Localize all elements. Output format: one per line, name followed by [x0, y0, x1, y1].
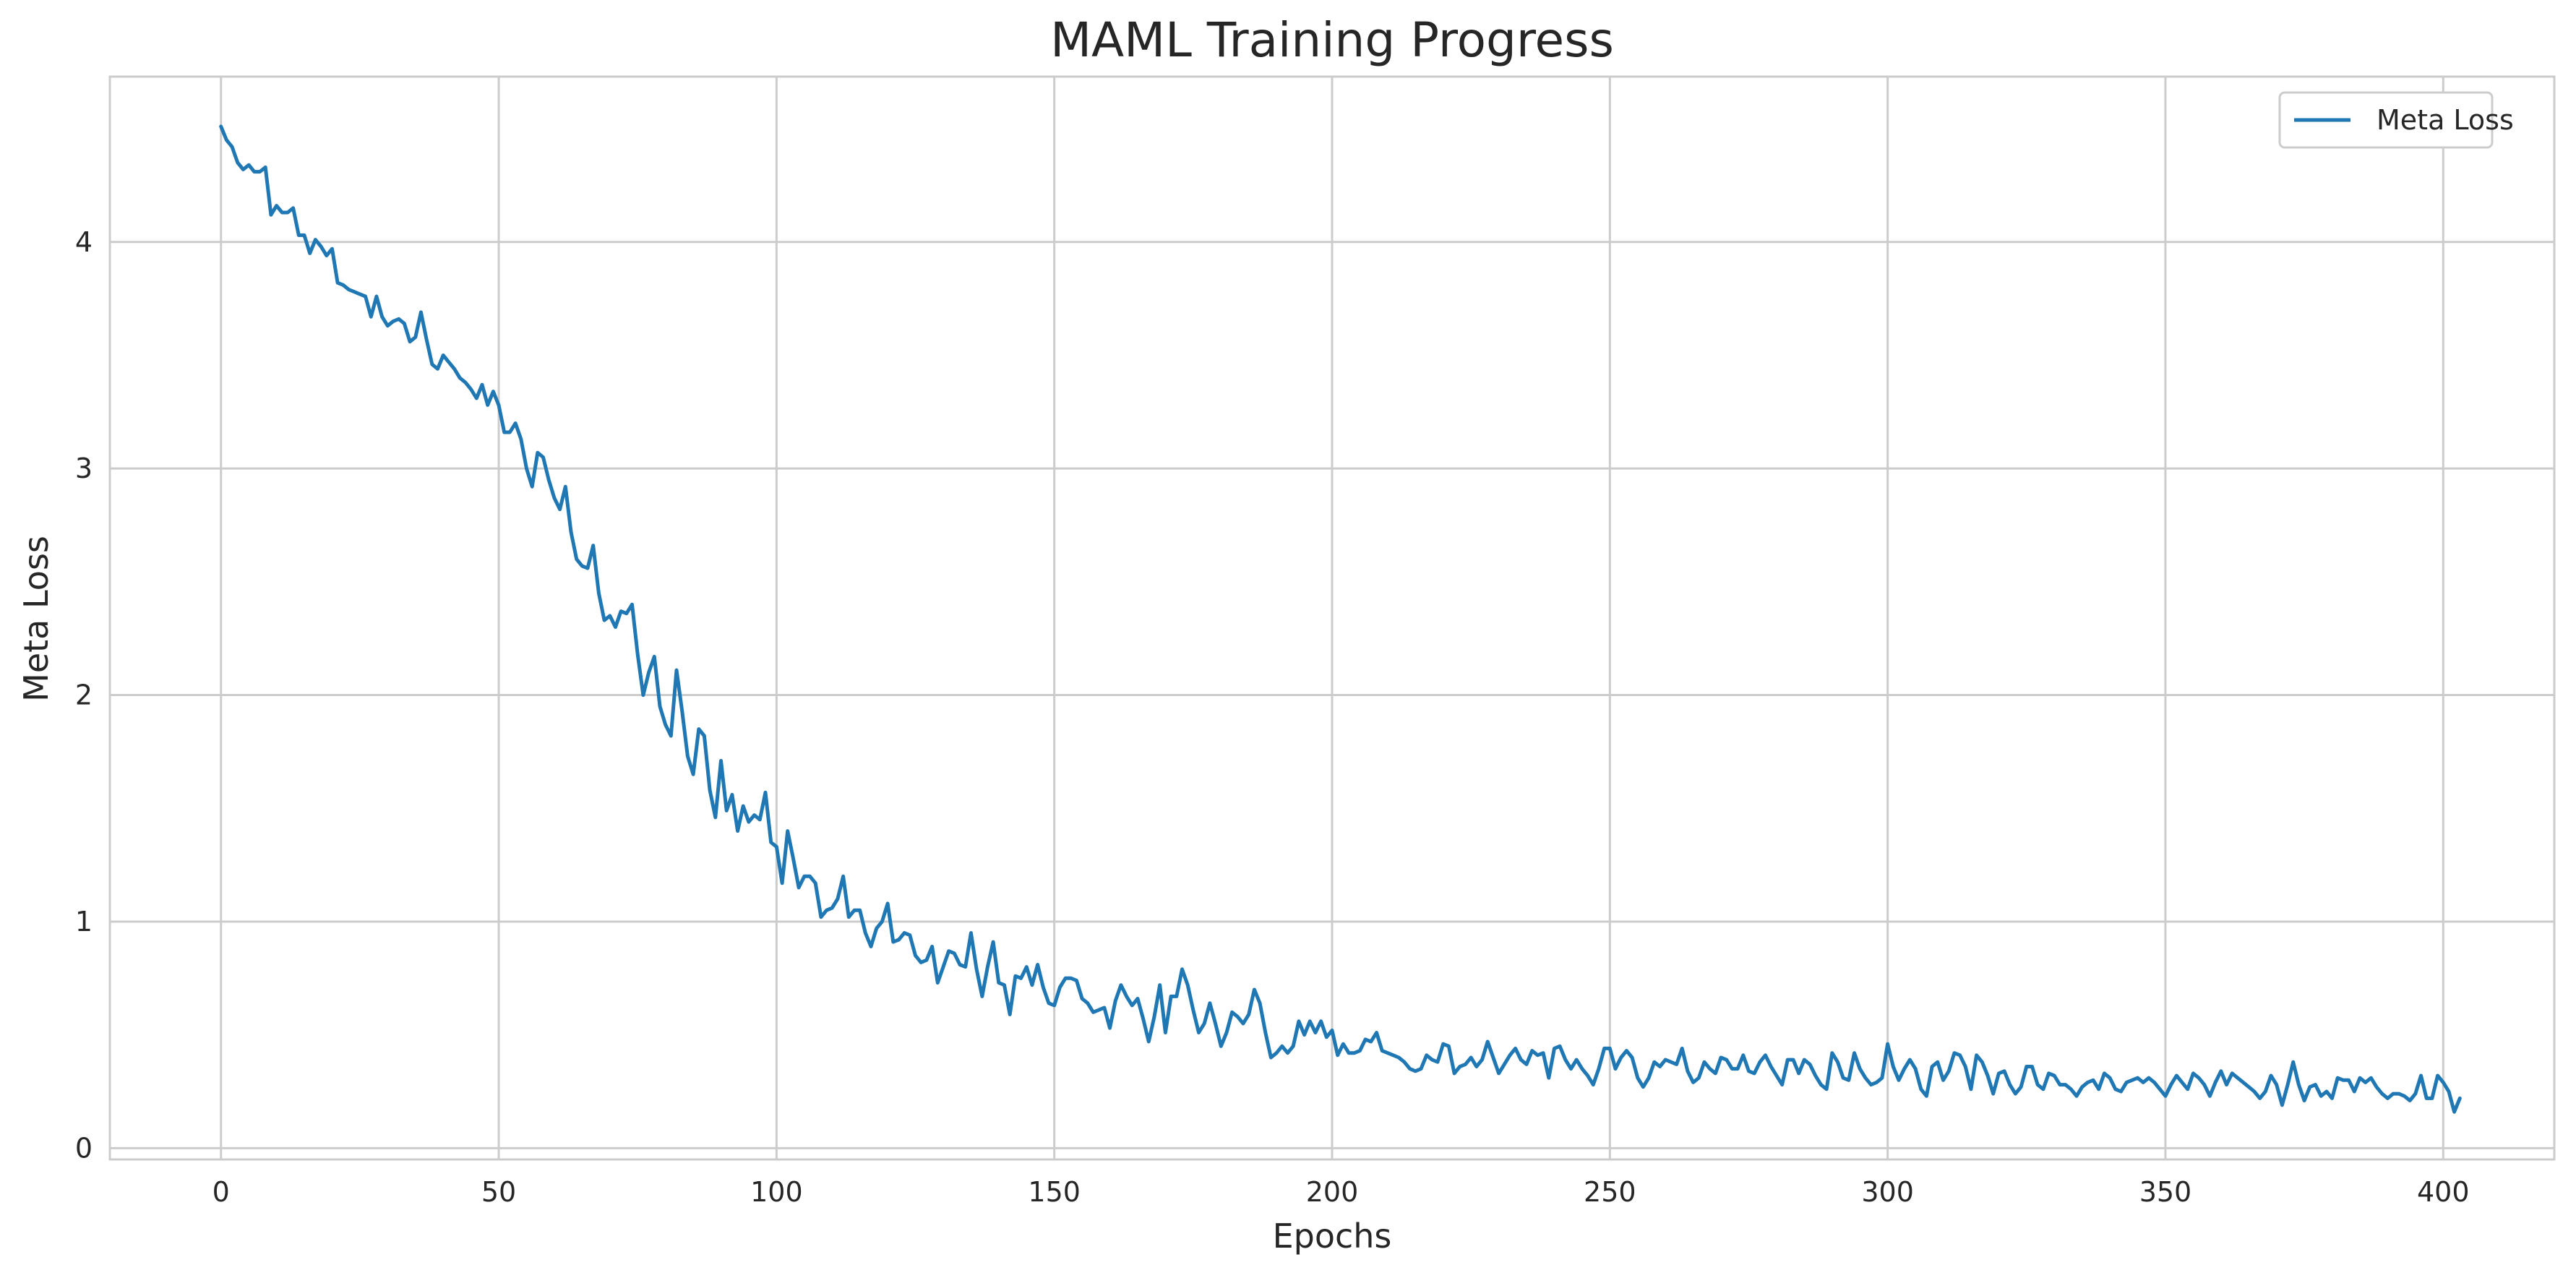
chart-title: MAML Training Progress: [1050, 12, 1614, 68]
legend-box: [2278, 91, 2494, 149]
plot-frame: [108, 75, 2556, 1161]
y-axis-ticks: 0 1 2 3 4: [75, 226, 93, 1165]
series-line-meta-loss: [219, 124, 2462, 1114]
y-tick-label: 3: [75, 453, 93, 484]
x-tick-label: 200: [1306, 1176, 1359, 1208]
x-tick-label: 250: [1584, 1176, 1636, 1208]
y-tick-label: 0: [75, 1132, 93, 1164]
x-tick-label: 150: [1028, 1176, 1081, 1208]
x-axis-ticks: 0 50 100 150 200 250 300 350 400: [212, 1176, 2470, 1208]
x-tick-label: 50: [481, 1176, 516, 1208]
legend: Meta Loss: [2278, 91, 2514, 149]
x-tick-label: 100: [750, 1176, 803, 1208]
x-tick-label: 400: [2417, 1176, 2470, 1208]
y-axis-label: Meta Loss: [17, 536, 56, 702]
y-tick-label: 4: [75, 226, 93, 258]
x-axis-label: Epochs: [1273, 1217, 1392, 1256]
series-group: [219, 124, 2462, 1114]
x-tick-label: 300: [1861, 1176, 1914, 1208]
grid-lines: [110, 77, 2554, 1159]
y-tick-label: 1: [75, 906, 93, 938]
x-tick-label: 0: [212, 1176, 230, 1208]
x-tick-label: 350: [2139, 1176, 2192, 1208]
y-tick-label: 2: [75, 679, 93, 711]
legend-label: Meta Loss: [2377, 104, 2514, 136]
